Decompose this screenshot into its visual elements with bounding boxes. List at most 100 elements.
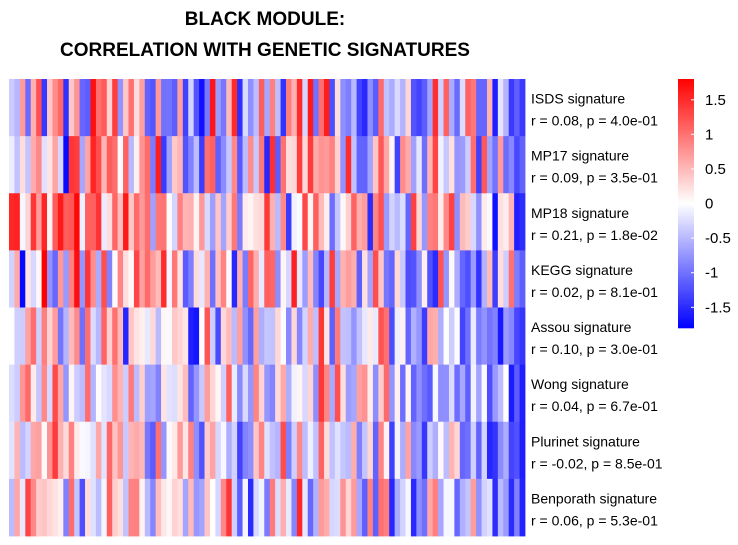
legend-color-step (678, 93, 694, 96)
row-label: Benporath signature (531, 490, 657, 506)
heatmap-cell (465, 364, 472, 423)
heatmap-cell (63, 193, 70, 251)
heatmap-cell (36, 421, 42, 480)
heatmap-cell (291, 79, 298, 137)
heatmap-cell (117, 478, 124, 537)
legend-color-step (678, 168, 694, 171)
heatmap-cell (9, 421, 15, 480)
row-label: MP17 signature (531, 148, 629, 164)
legend-color-step (678, 101, 694, 105)
heatmap-cell (112, 136, 119, 194)
legend-color-step (678, 87, 694, 90)
heatmap-cell (85, 193, 91, 251)
heatmap-cell (470, 307, 477, 366)
heatmap-cell (470, 478, 477, 537)
chart-title-line-2: CORRELATION WITH GENETIC SIGNATURES (60, 40, 470, 61)
legend-color-step (678, 103, 694, 107)
heatmap-cell (432, 136, 439, 194)
legend-color-step (678, 305, 694, 308)
legend-color-step (678, 184, 694, 188)
heatmap-cell (351, 478, 358, 537)
legend-color-step (678, 176, 694, 179)
heatmap-cell (307, 250, 314, 308)
heatmap-cell (356, 307, 363, 366)
heatmap-cell (383, 421, 390, 480)
heatmap-cell (410, 421, 417, 480)
heatmap-cell (9, 79, 15, 137)
heatmap-cell (68, 364, 75, 423)
row-stat-label: r = 0.08, p = 4.0e-01 (531, 113, 658, 129)
legend-color-step (678, 195, 694, 198)
heatmap-cell (405, 79, 412, 137)
row-stat-label: r = -0.02, p = 8.5e-01 (531, 455, 663, 471)
heatmap-cell (519, 478, 526, 537)
heatmap-cell (280, 421, 287, 480)
legend-tick-label: 0.5 (705, 161, 726, 178)
heatmap-cell (30, 478, 37, 537)
heatmap-cell (41, 136, 48, 194)
heatmap-cell (237, 307, 243, 366)
heatmap-cell (410, 193, 417, 251)
heatmap-cell (182, 136, 189, 194)
heatmap-cell (351, 307, 358, 366)
heatmap-cell (101, 307, 108, 366)
heatmap-cell (383, 364, 390, 423)
heatmap-cell (90, 421, 97, 480)
heatmap-cell (226, 421, 233, 480)
heatmap-cell (508, 193, 515, 251)
heatmap-cell (459, 478, 466, 537)
heatmap-cell (144, 250, 151, 308)
heatmap-cell (258, 364, 265, 423)
heatmap-cell (503, 421, 510, 480)
heatmap-cell (378, 364, 385, 423)
heatmap-cell (313, 364, 319, 423)
legend-color-step (678, 182, 694, 186)
heatmap-cell (492, 79, 499, 137)
heatmap-cell (302, 250, 309, 308)
heatmap-cell (459, 307, 466, 366)
heatmap-cell (41, 421, 48, 480)
heatmap-cell (209, 307, 216, 366)
heatmap-cell (486, 193, 493, 251)
heatmap-cell (139, 421, 146, 480)
heatmap-cell (497, 79, 504, 137)
heatmap-cell (438, 364, 444, 423)
heatmap-cell (405, 136, 412, 194)
heatmap-cell (199, 307, 205, 366)
heatmap-cell (258, 193, 265, 251)
heatmap-cell (36, 136, 42, 194)
heatmap-cell (41, 79, 48, 137)
heatmap-cell (161, 421, 167, 480)
heatmap-cell (307, 421, 314, 480)
heatmap-cell (177, 421, 184, 480)
heatmap-cell (481, 79, 488, 137)
heatmap-cell (85, 250, 91, 308)
heatmap-cell (302, 193, 309, 251)
heatmap-cell (264, 478, 271, 537)
heatmap-cell (427, 136, 434, 194)
heatmap-cell (356, 79, 363, 137)
heatmap-cell (215, 364, 222, 423)
heatmap-cell (171, 421, 178, 480)
legend-color-step (678, 89, 694, 92)
heatmap-cell (307, 307, 314, 366)
heatmap-cell (362, 79, 368, 137)
legend-color-step (678, 215, 694, 219)
heatmap-cell (280, 193, 287, 251)
heatmap-cell (155, 136, 162, 194)
heatmap-cell (329, 79, 336, 137)
heatmap-cell (269, 478, 276, 537)
heatmap-cell (177, 193, 184, 251)
heatmap-cell (144, 136, 151, 194)
heatmap-cell (63, 136, 70, 194)
heatmap-cell (459, 79, 466, 137)
heatmap-cell (144, 478, 151, 537)
legend-color-step (678, 323, 694, 327)
heatmap-cell (367, 307, 374, 366)
legend-tick-label: -0.5 (705, 230, 731, 247)
heatmap-cell (128, 421, 135, 480)
heatmap-cell (226, 79, 233, 137)
heatmap-cell (389, 136, 396, 194)
heatmap-cell (481, 421, 488, 480)
heatmap-cell (340, 364, 347, 423)
